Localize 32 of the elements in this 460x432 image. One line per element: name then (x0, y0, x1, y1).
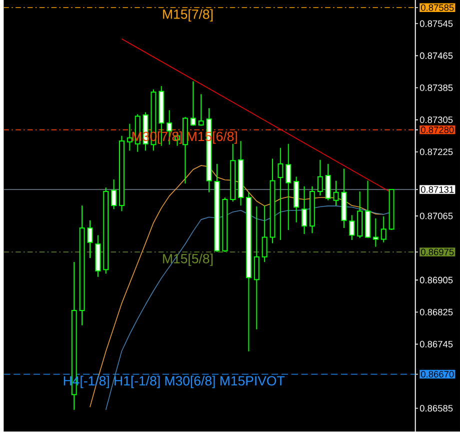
candlestick (190, 81, 196, 127)
candlestick (262, 205, 268, 263)
candlestick (302, 186, 307, 235)
candlestick (380, 216, 386, 244)
y-tick-label: 0.86905 (420, 277, 453, 284)
candlestick (87, 220, 93, 259)
y-tick-label: 0.86975 (421, 248, 454, 256)
y-tick-label: 0.86585 (420, 405, 453, 412)
ref-line-label: M15[7/8] (163, 9, 213, 22)
y-tick-label: 0.86825 (420, 309, 453, 316)
y-tick-label: 0.87280 (421, 126, 454, 134)
y-tick-label: 0.87225 (420, 148, 453, 156)
candlestick (372, 218, 378, 248)
y-tick-label: 0.87385 (420, 84, 453, 92)
y-tick-label: 0.87131 (421, 186, 454, 194)
candlestick (333, 180, 339, 206)
y-tick-label: 0.87465 (420, 52, 453, 60)
y-tick-label: 0.87305 (420, 116, 453, 124)
candlestick (111, 179, 117, 210)
candlestick (286, 144, 292, 231)
y-tick-label: 0.87065 (420, 212, 453, 220)
y-tick-label: 0.86670 (421, 371, 454, 378)
y-tick-label: 0.87585 (421, 4, 454, 12)
candlestick (317, 160, 323, 196)
y-tick-label: 0.87545 (420, 20, 453, 28)
candlestick (325, 164, 331, 202)
candlestick (126, 124, 132, 152)
candlestick (349, 214, 355, 241)
candlestick (198, 94, 204, 127)
candlestick (254, 206, 260, 330)
y-tick-label: 0.86745 (420, 341, 453, 348)
candlestick (278, 148, 284, 241)
